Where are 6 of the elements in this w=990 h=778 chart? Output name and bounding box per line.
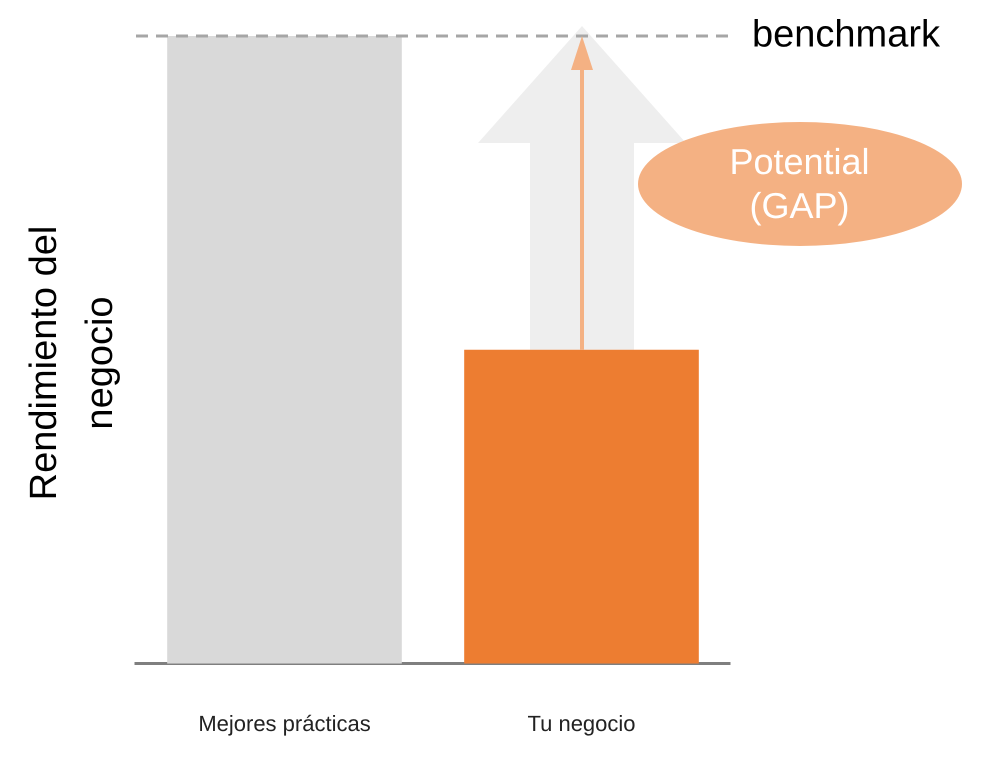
ellipse-callout: Potential (GAP) bbox=[638, 122, 962, 246]
x-tick-label: Mejores prácticas bbox=[198, 710, 371, 736]
y-axis-title: Rendimiento del negocio bbox=[22, 224, 122, 502]
annotation: Potential (GAP) bbox=[728, 140, 871, 228]
ref-line-label: benchmark bbox=[752, 13, 941, 56]
x-tick-label: Tu negocio bbox=[527, 710, 636, 736]
